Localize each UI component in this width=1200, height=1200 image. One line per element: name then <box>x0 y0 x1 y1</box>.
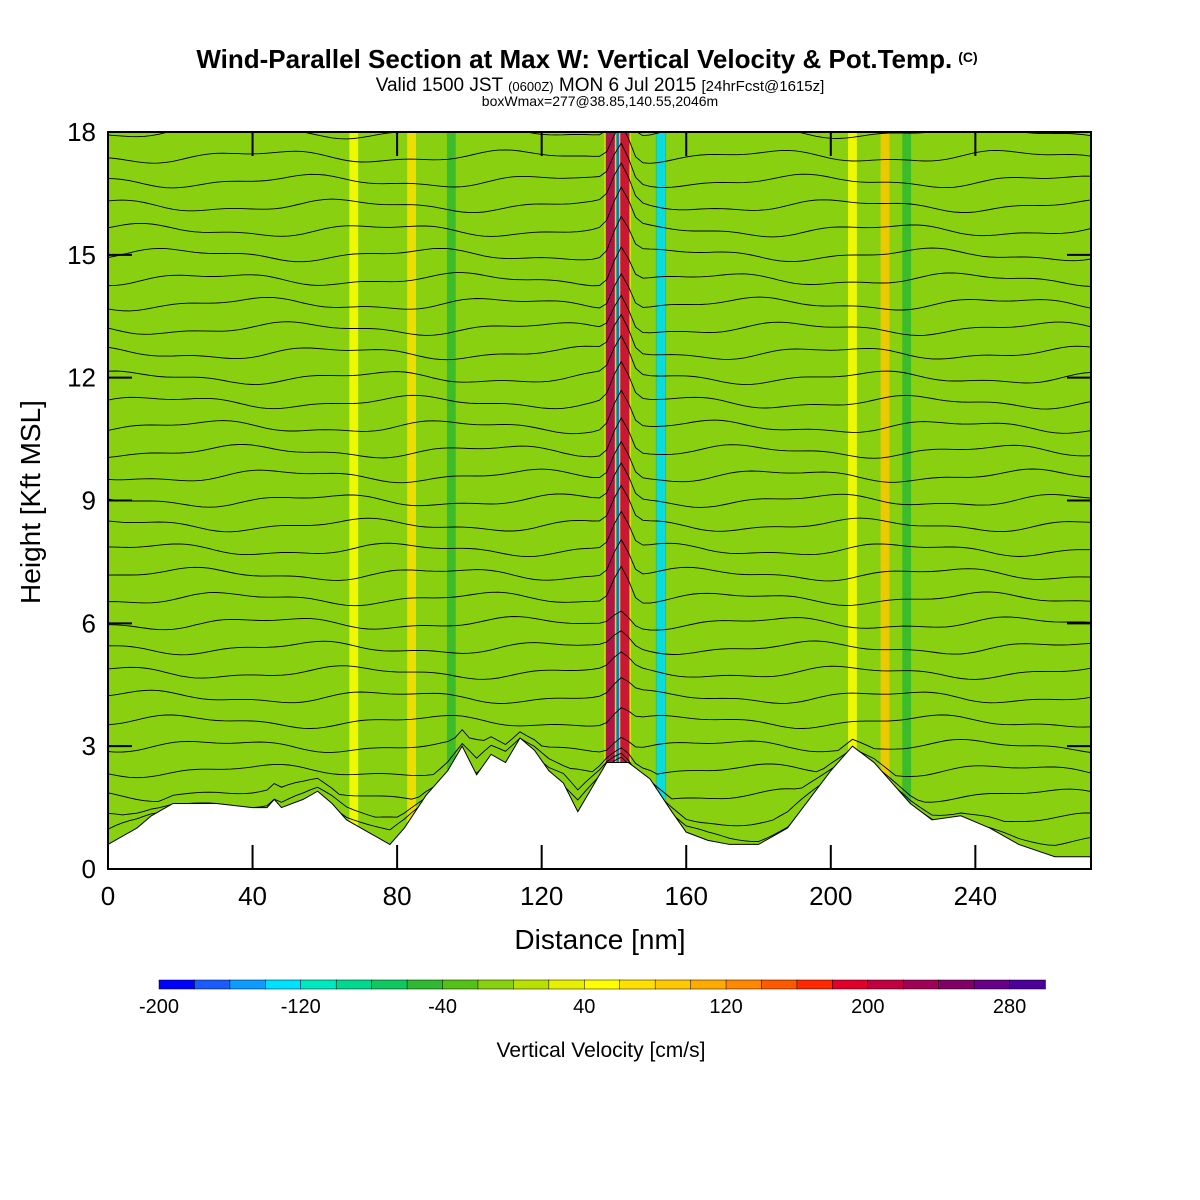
title-mark: (C) <box>958 49 977 65</box>
velocity-band <box>902 132 912 869</box>
velocity-band <box>880 132 890 869</box>
colorbar-swatch <box>725 979 763 990</box>
colorbar-swatch <box>513 979 550 990</box>
isentrope-line <box>108 215 1091 263</box>
colorbar-tick-label: -120 <box>281 996 321 1018</box>
isentrope-line <box>108 334 1091 386</box>
colorbar-label: Vertical Velocity [cm/s] <box>497 1039 706 1062</box>
colorbar-swatch <box>158 979 196 990</box>
colorbar-swatch <box>584 979 621 990</box>
colorbar-swatch <box>902 979 940 990</box>
isentrope-line <box>108 747 1091 803</box>
x-tick-label: 240 <box>954 881 997 911</box>
chart-note: boxWmax=277@38.85,140.55,2046m <box>482 93 718 109</box>
isentrope-line <box>108 461 1091 508</box>
plot-area <box>108 132 1091 869</box>
x-tick-label: 120 <box>520 881 563 911</box>
isentrope-line <box>108 729 1091 753</box>
colorbar-swatch <box>194 979 231 990</box>
isentrope-line <box>108 737 1091 779</box>
colorbar-swatch <box>938 979 975 990</box>
isentrope-line <box>108 272 1091 312</box>
colorbar-tick-label: -40 <box>428 996 457 1018</box>
isentrope-line <box>108 565 1091 607</box>
velocity-band <box>620 132 630 869</box>
colorbar-swatch <box>973 979 1011 990</box>
colorbar: -200 -120 -40 40 120 200 280 <box>139 979 1046 1018</box>
isentrope-line <box>108 677 1091 704</box>
y-axis-ticks: 0 3 6 9 12 15 18 <box>67 117 1091 884</box>
x-tick-label: 0 <box>101 881 115 911</box>
velocity-band <box>848 132 857 869</box>
colorbar-swatch <box>1009 979 1046 990</box>
isentrope-line <box>108 142 1091 189</box>
isentrope-line <box>108 630 1091 656</box>
isentrope-line <box>108 245 1091 287</box>
isentrope-line <box>108 186 1091 238</box>
isentrope-line <box>108 313 1091 361</box>
colorbar-swatch <box>690 979 727 990</box>
isentrope-line <box>108 416 1091 459</box>
isentrope-line <box>108 651 1091 680</box>
x-axis-label: Distance [nm] <box>514 924 685 955</box>
colorbar-tick-label: -200 <box>139 996 179 1018</box>
isentrope-line <box>108 294 1091 336</box>
plot-background <box>108 132 1091 869</box>
colorbar-swatch <box>406 979 444 990</box>
chart-title: Wind-Parallel Section at Max W: Vertical… <box>196 44 977 74</box>
x-tick-label: 40 <box>238 881 267 911</box>
velocity-band <box>605 132 615 869</box>
colorbar-tick-label: 120 <box>709 996 742 1018</box>
x-tick-label: 80 <box>383 881 412 911</box>
isentrope-line <box>108 360 1091 410</box>
colorbar-swatch <box>229 979 267 990</box>
y-tick-label: 18 <box>67 117 96 147</box>
velocity-band <box>656 132 666 869</box>
x-tick-label: 200 <box>809 881 852 911</box>
colorbar-swatch <box>371 979 408 990</box>
y-tick-label: 3 <box>82 731 96 761</box>
isentrope-line <box>108 389 1091 435</box>
colorbar-tick-label: 280 <box>993 996 1026 1018</box>
y-tick-label: 12 <box>67 363 96 393</box>
y-tick-label: 15 <box>67 240 96 270</box>
isentrope-line <box>108 538 1091 582</box>
y-tick-label: 0 <box>82 854 96 884</box>
colorbar-swatch <box>548 979 586 990</box>
colorbar-swatch <box>619 979 656 990</box>
colorbar-swatch <box>442 979 479 990</box>
x-tick-label: 160 <box>665 881 708 911</box>
colorbar-swatch <box>265 979 302 990</box>
isentrope-line <box>108 440 1091 484</box>
velocity-band <box>407 132 416 869</box>
colorbar-swatch <box>477 979 515 990</box>
velocity-band <box>349 132 359 869</box>
colorbar-swatch <box>761 979 798 990</box>
isentrope-line <box>108 706 1091 729</box>
colorbar-swatch <box>832 979 869 990</box>
velocity-band <box>446 132 456 869</box>
colorbar-swatch <box>654 979 692 990</box>
colorbar-swatch <box>300 979 337 990</box>
colorbar-swatch <box>335 979 373 990</box>
colorbar-tick-label: 200 <box>851 996 884 1018</box>
velocity-bands <box>349 132 912 869</box>
x-axis-ticks: 0 40 80 120 160 200 240 <box>101 132 997 911</box>
isentrope-line <box>108 510 1091 558</box>
isentrope-line <box>108 484 1091 533</box>
colorbar-tick-label: 40 <box>573 996 595 1018</box>
y-tick-label: 6 <box>82 608 96 638</box>
y-axis-label: Height [Kft MSL] <box>15 400 46 604</box>
colorbar-swatch <box>867 979 904 990</box>
terrain <box>108 737 1091 869</box>
colorbar-swatch <box>796 979 834 990</box>
isentrope-line <box>108 161 1091 214</box>
isentrope-line <box>108 132 1091 164</box>
chart-subtitle: Valid 1500 JST (0600Z) MON 6 Jul 2015 [2… <box>376 75 825 96</box>
isentrope-line <box>108 610 1091 631</box>
y-tick-label: 9 <box>82 486 96 516</box>
